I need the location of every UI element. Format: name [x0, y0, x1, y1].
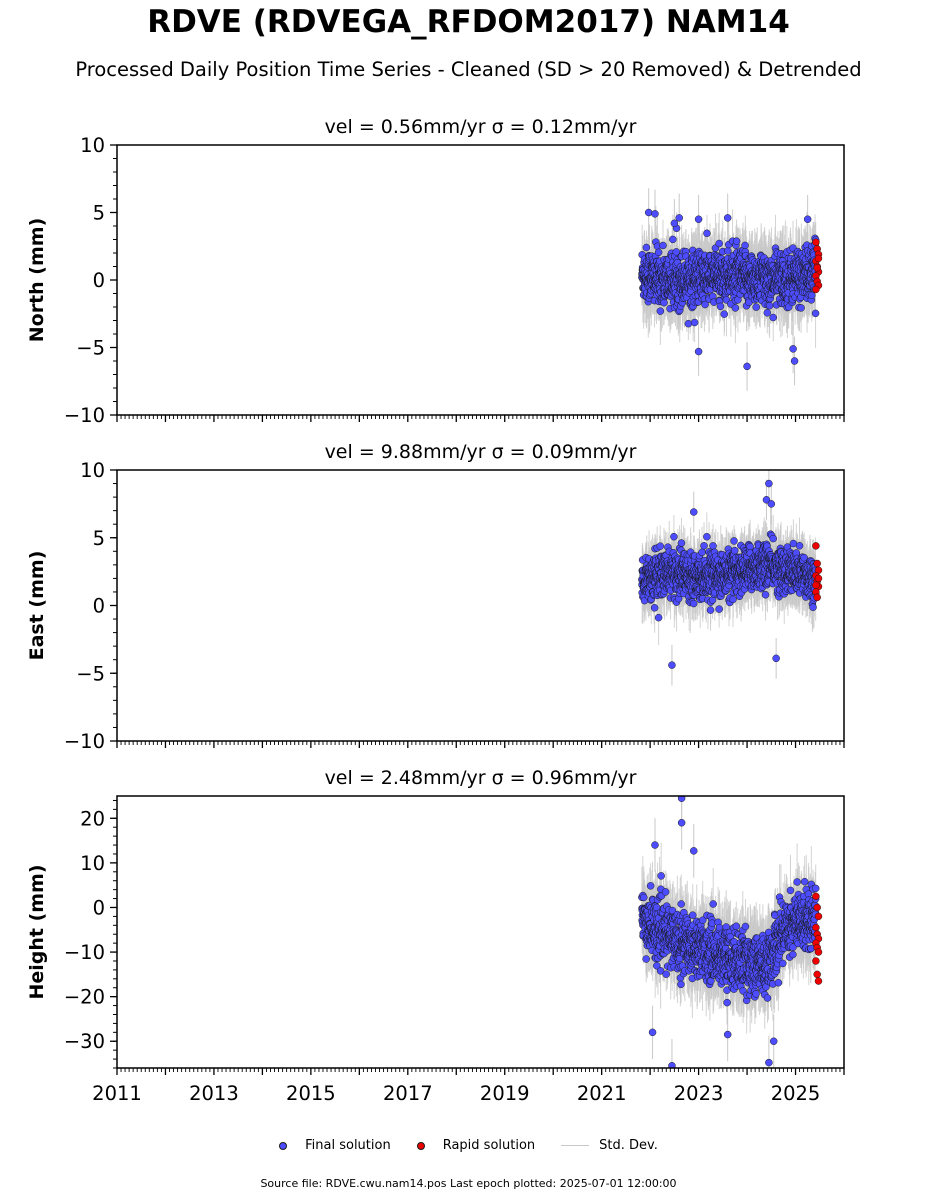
- final-solution-point: [730, 546, 739, 555]
- final-solution-point: [669, 235, 677, 244]
- final-solution-point: [803, 215, 812, 223]
- final-solution-point: [694, 215, 703, 223]
- final-solution-point: [689, 599, 698, 608]
- final-solution-point: [690, 318, 699, 327]
- final-solution-point: [670, 219, 679, 228]
- final-solution-point: [642, 243, 651, 252]
- final-points: [638, 479, 820, 669]
- final-solution-point: [659, 241, 667, 250]
- final-solution-point: [811, 309, 820, 318]
- y-tick-label: −10: [64, 404, 105, 427]
- panel-0: −10 −5 0 5 10 vel = 0.56mm/yr σ = 0.12mm/yr No…: [26, 116, 845, 427]
- final-solution-point: [651, 210, 659, 218]
- final-solution-point: [715, 239, 723, 248]
- final-solution-point: [709, 542, 717, 550]
- final-solution-point: [731, 304, 740, 312]
- y-tick-label: 5: [93, 202, 105, 225]
- y-axis-label: North (mm): [26, 218, 48, 343]
- final-solution-point: [660, 298, 668, 307]
- final-solution-point: [743, 362, 751, 371]
- final-solution-point: [797, 304, 805, 312]
- final-solution-point: [752, 303, 760, 311]
- final-solution-point: [656, 542, 664, 550]
- final-solution-point: [672, 248, 681, 256]
- final-solution-point: [716, 302, 725, 311]
- final-solution-point: [670, 532, 678, 541]
- final-solution-point: [650, 604, 659, 612]
- final-solution-point: [790, 357, 799, 365]
- final-solution-point: [700, 542, 708, 550]
- final-solution-point: [656, 307, 665, 315]
- final-points: [638, 208, 820, 371]
- final-solution-point: [789, 345, 797, 353]
- final-solution-point: [654, 613, 663, 622]
- final-solution-point: [720, 310, 728, 318]
- final-solution-point: [677, 539, 686, 547]
- rapid-solution-point: [814, 254, 823, 263]
- plot-area: [638, 470, 823, 686]
- y-tick-label: −5: [76, 337, 105, 360]
- final-solution-point: [732, 237, 741, 245]
- final-solution-point: [807, 291, 816, 300]
- rapid-solution-point: [812, 285, 820, 294]
- final-solution-point: [644, 208, 653, 217]
- chart-title: RDVE (RDVEGA_RFDOM2017) NAM14: [147, 4, 790, 40]
- final-solution-point: [701, 300, 709, 309]
- final-solution-point: [715, 605, 723, 613]
- final-solution-point: [763, 309, 771, 317]
- rapid-points: [812, 238, 823, 294]
- rapid-solution-point: [813, 264, 821, 272]
- final-solution-point: [729, 595, 737, 604]
- final-solution-point: [706, 606, 715, 614]
- final-solution-point: [741, 241, 749, 250]
- chart-subtitle: Processed Daily Position Time Series - C…: [75, 58, 862, 81]
- final-solution-point: [769, 313, 777, 322]
- final-solution-point: [684, 319, 693, 328]
- final-solution-point: [654, 248, 663, 257]
- rapid-solution-point: [812, 238, 820, 246]
- final-solution-point: [765, 301, 774, 310]
- final-solution-point: [724, 247, 732, 255]
- y-tick-label: 0: [93, 269, 105, 292]
- final-solution-point: [703, 229, 711, 238]
- final-solution-point: [675, 214, 683, 222]
- final-solution-point: [703, 532, 711, 541]
- final-solution-point: [730, 537, 738, 545]
- final-solution-point: [723, 214, 732, 222]
- final-solution-point: [694, 347, 703, 356]
- y-tick-label: 10: [80, 134, 105, 157]
- final-solution-point: [698, 548, 706, 557]
- panel-title: vel = 0.56mm/yr σ = 0.12mm/yr: [325, 116, 637, 138]
- plot-area: [638, 188, 823, 391]
